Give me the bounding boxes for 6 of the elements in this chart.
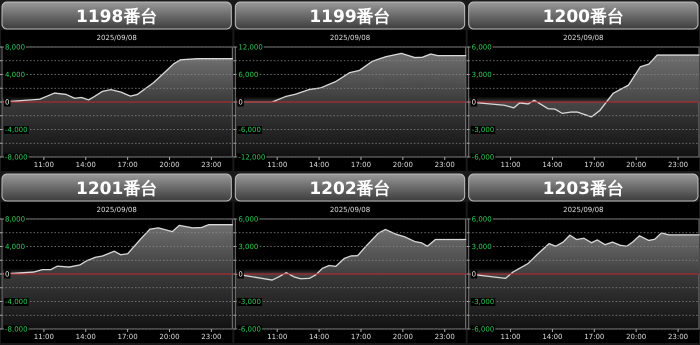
chart-title: 1201番台 bbox=[76, 179, 158, 199]
chart-title: 1202番台 bbox=[309, 179, 391, 199]
chart-title: 1203番台 bbox=[542, 179, 624, 199]
chart-title: 1198番台 bbox=[76, 7, 158, 27]
chart-title: 1200番台 bbox=[542, 7, 624, 27]
chart-title: 1199番台 bbox=[309, 7, 391, 27]
